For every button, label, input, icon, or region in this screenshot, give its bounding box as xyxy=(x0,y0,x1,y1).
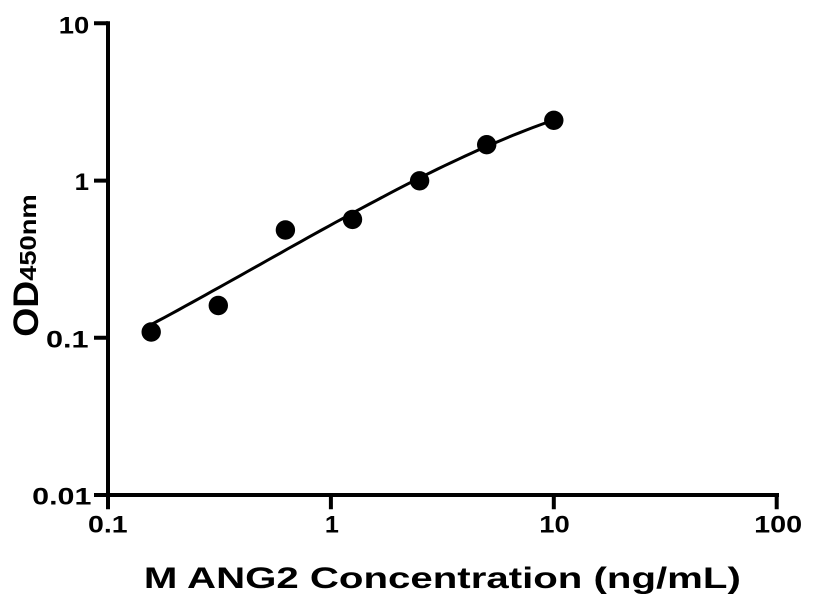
svg-text:0.1: 0.1 xyxy=(88,512,128,539)
svg-text:OD450nm: OD450nm xyxy=(7,194,46,337)
svg-text:1: 1 xyxy=(325,512,339,539)
svg-text:10: 10 xyxy=(539,512,570,539)
svg-text:1: 1 xyxy=(75,169,89,196)
svg-text:100: 100 xyxy=(754,512,802,539)
svg-text:10: 10 xyxy=(59,12,90,39)
svg-text:0.1: 0.1 xyxy=(46,327,89,354)
svg-text:0.01: 0.01 xyxy=(32,483,91,510)
svg-text:M ANG2 Concentration (ng/mL): M ANG2 Concentration (ng/mL) xyxy=(144,562,741,595)
